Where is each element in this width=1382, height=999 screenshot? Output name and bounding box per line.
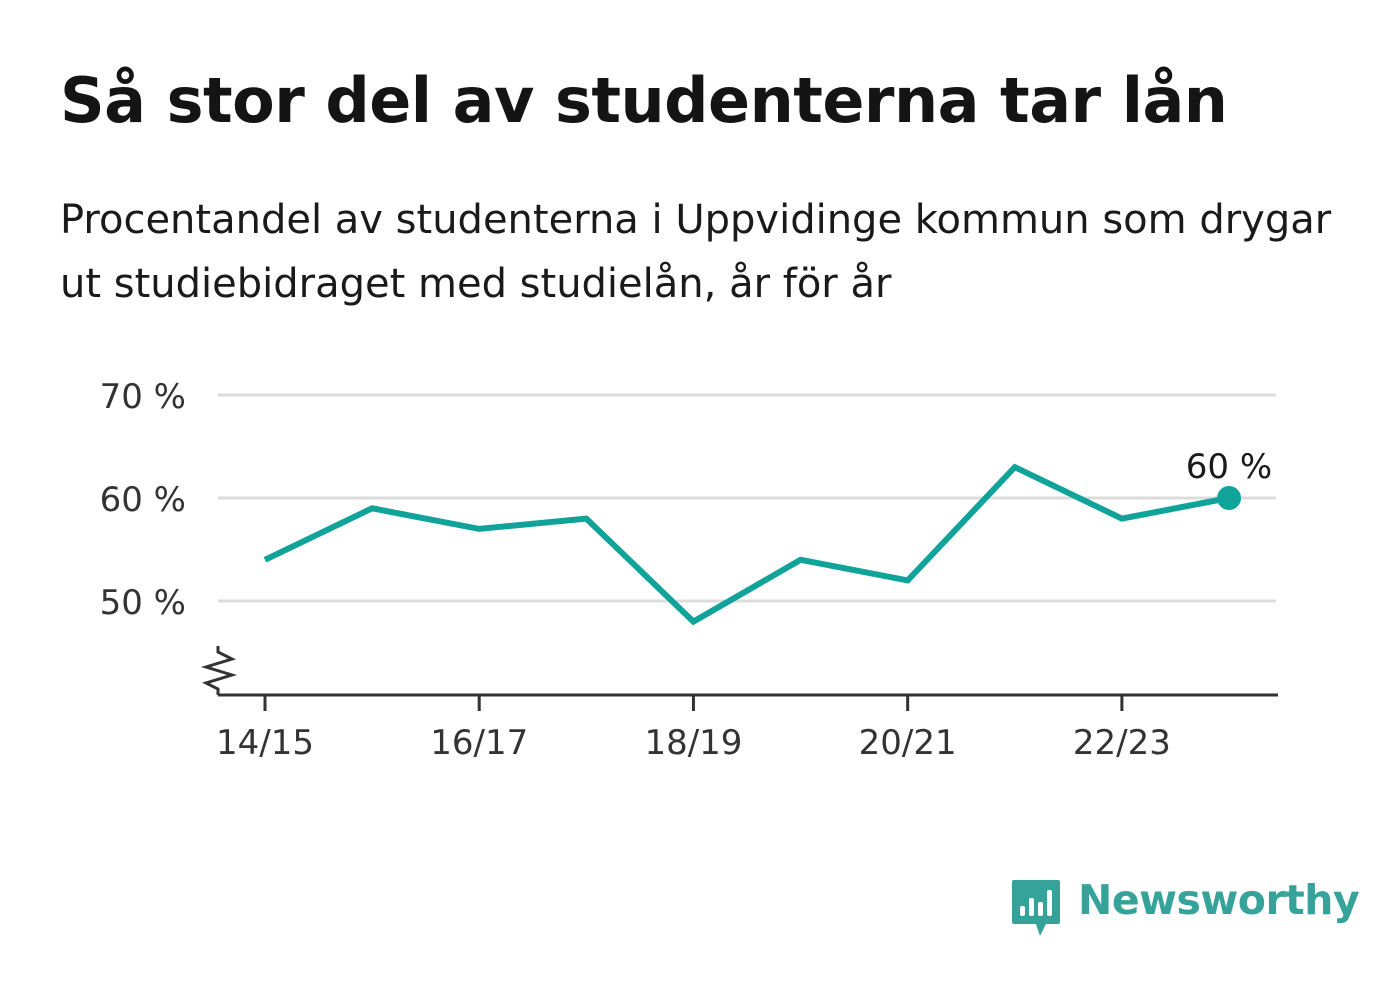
axis-break-icon (200, 646, 238, 695)
x-tick-label: 14/15 (216, 723, 314, 763)
gridlines (218, 393, 1276, 603)
x-tick-label: 22/23 (1073, 723, 1171, 763)
newsworthy-logo-text: Newsworthy (1078, 876, 1360, 924)
newsworthy-logo: Newsworthy (1010, 876, 1360, 940)
data-point-last (1217, 486, 1241, 510)
series-line (263, 463, 1230, 626)
y-axis-ticks: 50 % 60 % 70 % (100, 377, 186, 623)
chart-title: Så stor del av studenterna tar lån (60, 64, 1228, 137)
y-tick-label: 70 % (100, 377, 186, 417)
x-tick-label: 16/17 (430, 723, 528, 763)
x-tick-label: 18/19 (644, 723, 742, 763)
x-axis-ticks: 14/15 16/17 18/19 20/21 22/23 (216, 695, 1171, 763)
data-label-last: 60 % (1186, 447, 1272, 487)
chart-subtitle: Procentandel av studenterna i Uppvidinge… (60, 197, 1332, 307)
y-tick-label: 50 % (100, 583, 186, 623)
newsworthy-logo-icon (1012, 880, 1060, 936)
data-labels: 60 % (1186, 447, 1272, 487)
y-tick-label: 60 % (100, 480, 186, 520)
x-tick-label: 20/21 (859, 723, 957, 763)
x-axis (200, 646, 1278, 697)
series (263, 463, 1241, 626)
